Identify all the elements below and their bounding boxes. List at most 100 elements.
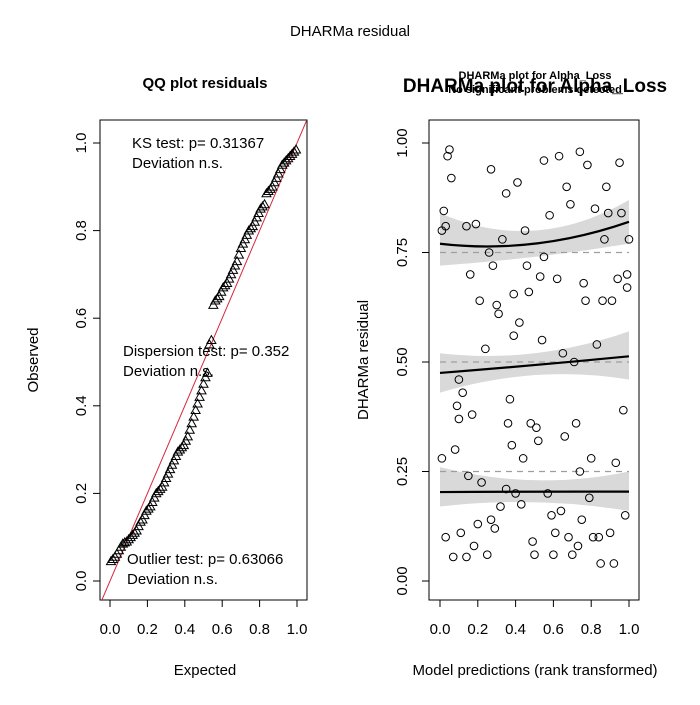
residual-point xyxy=(495,310,503,318)
residual-point xyxy=(470,542,478,550)
residual-point xyxy=(582,297,590,305)
residual-point xyxy=(510,332,518,340)
residual-point xyxy=(474,520,482,528)
residual-point xyxy=(455,415,463,423)
residual-point xyxy=(468,411,476,419)
residual-plot-title-small: DHARMa plot for Alpha_Loss xyxy=(459,70,612,82)
residual-point xyxy=(519,455,527,463)
ks-test-label: KS test: p= 0.31367 xyxy=(132,135,264,152)
residual-point xyxy=(533,424,541,432)
residual-point xyxy=(440,207,448,215)
dispersion-test-label: Dispersion test: p= 0.352 xyxy=(123,343,289,360)
residual-point xyxy=(563,183,571,191)
dispersion-deviation-label: Deviation n.s. xyxy=(123,363,214,380)
residual-point xyxy=(531,551,539,559)
residual-point xyxy=(574,542,582,550)
residual-point xyxy=(506,395,514,403)
residual-point xyxy=(557,507,565,515)
residual-point xyxy=(553,275,561,283)
residual-x-tick-label: 1.0 xyxy=(619,621,640,638)
residual-point xyxy=(616,159,624,167)
residual-point xyxy=(476,297,484,305)
residual-plot-subtitle: No significant problems detected xyxy=(448,84,622,96)
qq-reference-line xyxy=(101,121,307,603)
qq-y-tick-label: 0.6 xyxy=(73,308,90,329)
residual-point xyxy=(608,297,616,305)
residual-point xyxy=(614,275,622,283)
qq-y-tick-label: 0.4 xyxy=(73,395,90,416)
qq-y-tick-label: 0.2 xyxy=(73,483,90,504)
qq-x-tick-label: 0.0 xyxy=(100,621,121,638)
residual-point xyxy=(567,201,575,209)
residual-point xyxy=(514,179,522,187)
residual-plot-panel: DHARMa plot for Alpha_Loss DHARMa plot f… xyxy=(355,70,667,679)
residual-point xyxy=(448,174,456,182)
residual-point xyxy=(550,551,558,559)
qq-plot-area xyxy=(100,120,307,603)
qq-x-tick-label: 0.4 xyxy=(174,621,195,638)
residual-point xyxy=(483,551,491,559)
outlier-deviation-label: Deviation n.s. xyxy=(127,571,218,588)
qq-x-tick-label: 1.0 xyxy=(287,621,308,638)
qq-y-tick-label: 1.0 xyxy=(73,133,90,154)
residual-point xyxy=(610,560,618,568)
residual-y-tick-label: 0.25 xyxy=(394,457,411,486)
residual-point xyxy=(525,288,533,296)
confidence-band xyxy=(440,331,629,392)
qq-y-tick-label: 0.8 xyxy=(73,220,90,241)
qq-plot-title: QQ plot residuals xyxy=(142,75,267,92)
residual-x-tick-label: 0.2 xyxy=(467,621,488,638)
residual-point xyxy=(446,146,454,154)
qq-y-axis-label: Observed xyxy=(25,327,42,392)
residual-y-axis-label: DHARMa residual xyxy=(355,300,372,420)
residual-y-tick-label: 1.00 xyxy=(394,128,411,157)
residual-point xyxy=(463,553,471,561)
page-title: DHARMa residual xyxy=(290,23,410,40)
residual-point xyxy=(599,297,607,305)
residual-point xyxy=(453,402,461,410)
residual-x-axis-label: Model predictions (rank transformed) xyxy=(412,662,657,679)
residual-point xyxy=(491,525,499,533)
residual-point xyxy=(623,271,631,279)
confidence-band xyxy=(440,200,629,266)
residual-x-tick-label: 0.6 xyxy=(543,621,564,638)
qq-y-axis: 0.00.20.40.60.81.0 xyxy=(73,133,100,592)
residual-point xyxy=(587,455,595,463)
residual-point xyxy=(576,148,584,156)
residual-y-axis: 0.000.250.500.751.00 xyxy=(394,128,429,595)
residual-point xyxy=(561,433,569,441)
residual-point xyxy=(591,205,599,213)
residual-point xyxy=(584,161,592,169)
ks-deviation-label: Deviation n.s. xyxy=(132,155,223,172)
residual-point xyxy=(489,262,497,270)
qq-x-axis-label: Expected xyxy=(174,662,237,679)
residual-point xyxy=(457,529,465,537)
residual-x-tick-label: 0.0 xyxy=(430,621,451,638)
residual-point xyxy=(516,319,524,327)
confidence-band xyxy=(440,467,629,511)
residual-point xyxy=(442,533,450,541)
residual-point xyxy=(612,459,620,467)
residual-point xyxy=(603,183,611,191)
residual-point xyxy=(597,560,605,568)
outlier-test-label: Outlier test: p= 0.63066 xyxy=(127,551,283,568)
residual-point xyxy=(451,446,459,454)
residual-point xyxy=(508,441,516,449)
residual-x-tick-label: 0.4 xyxy=(505,621,526,638)
residual-point xyxy=(621,512,629,520)
residual-point xyxy=(466,271,474,279)
residual-point xyxy=(523,262,531,270)
residual-point xyxy=(620,406,628,414)
residual-point xyxy=(538,336,546,344)
residual-point xyxy=(569,551,577,559)
residual-point xyxy=(595,533,603,541)
residual-plot-area xyxy=(429,120,639,600)
residual-point xyxy=(623,284,631,292)
residual-point xyxy=(482,345,490,353)
residual-point xyxy=(555,152,563,160)
residual-point xyxy=(487,516,495,524)
residual-point xyxy=(449,553,457,561)
residual-y-tick-label: 0.75 xyxy=(394,238,411,267)
